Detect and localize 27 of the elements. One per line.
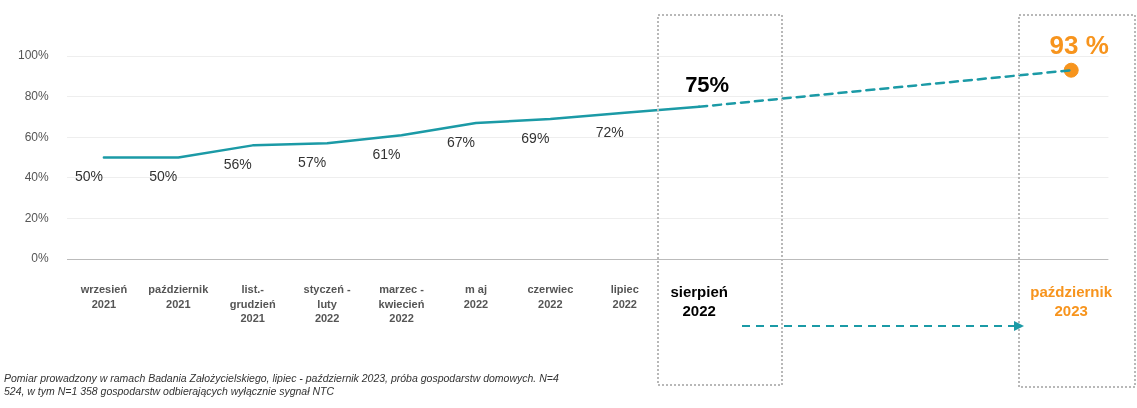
data-label: 50% [149,168,178,185]
data-label: 61% [372,146,401,163]
data-label: 69% [521,129,550,146]
x-tick-label: sierpień 2022 [670,282,728,320]
data-label: 67% [446,133,475,150]
data-label: 57% [298,154,327,171]
y-tick-label: 100% [17,48,50,63]
data-label: 50% [74,168,103,185]
text: Pomiar prowadzony w ramach Badania Założycielskiego, lipiec - październik 2023, próba gospodarstw domowych. N=4 524, w tym N=1 358 gospodarstw odbierających wyłącznie sygnał NTC [4,372,560,398]
y-tick-label: 40% [24,170,50,185]
x-tick-label: m aj 2022 [463,283,489,310]
data-label: 93 % [1049,30,1109,61]
x-tick-label: list.- grudzień 2021 [229,283,276,324]
x-tick-label: październik 2023 [1030,282,1113,320]
y-tick-label: 0% [31,251,50,266]
x-tick-label: październik 2021 [148,283,210,310]
data-label: 56% [223,156,252,173]
x-tick-label: styczeń - luty 2022 [303,283,351,324]
y-tick-label: 20% [24,210,50,225]
x-tick-label: lipiec 2022 [610,283,639,310]
y-tick-label: 80% [24,88,50,103]
x-tick-label: marzec - kwiecień 2022 [378,283,425,324]
data-label: 72% [595,123,624,140]
x-tick-label: czerwiec 2022 [527,283,574,310]
x-tick-label: wrzesień 2021 [79,283,128,310]
data-label: 75% [685,71,730,97]
y-tick-label: 60% [24,129,50,144]
